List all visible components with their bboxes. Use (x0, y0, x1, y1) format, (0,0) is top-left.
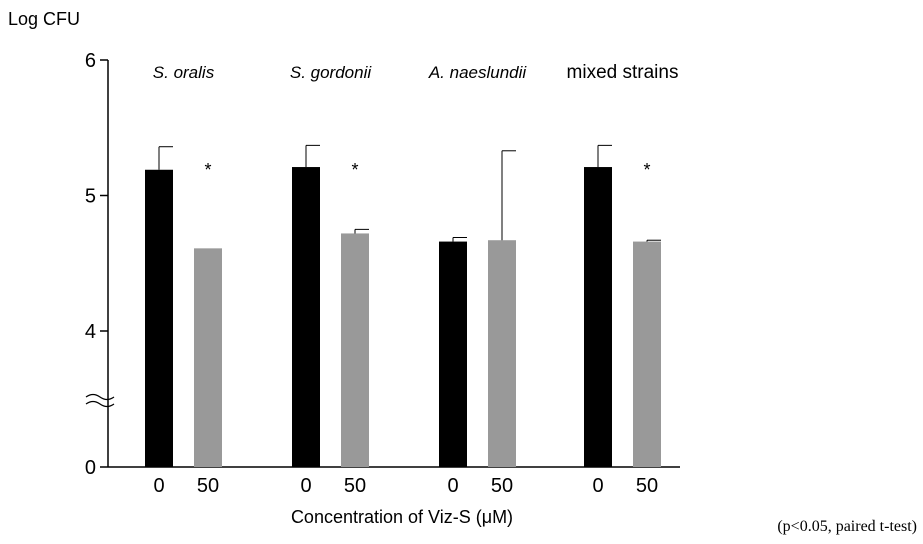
footnote: (p<0.05, paired t-test) (777, 518, 917, 535)
group-labels: S. oralis S. gordonii A. naeslundii mixed s… (153, 62, 679, 83)
significance-asterisk: * (643, 160, 650, 180)
x-tick-label: 50 (491, 475, 513, 497)
significance-asterisk: * (204, 160, 211, 180)
bar (145, 169, 173, 467)
bar (488, 240, 516, 467)
axis-break-symbol (85, 393, 115, 408)
x-tick-label: 0 (447, 475, 458, 497)
significance-asterisk: * (351, 160, 358, 180)
x-tick-label: 50 (197, 475, 219, 497)
significance-markers: * * * (204, 160, 650, 180)
bar (439, 241, 467, 467)
bar (584, 167, 612, 468)
x-tick-label: 50 (636, 475, 658, 497)
bar (633, 241, 661, 467)
y-tick-label: 5 (85, 186, 96, 208)
x-tick-labels: 0 50 0 50 0 50 0 50 (153, 475, 658, 497)
group-label: S. oralis (153, 63, 215, 82)
y-tick-label: 0 (85, 457, 96, 479)
group-label: mixed strains (567, 62, 679, 83)
bar (341, 233, 369, 467)
bar (194, 248, 222, 467)
x-tick-label: 50 (344, 475, 366, 497)
x-tick-label: 0 (300, 475, 311, 497)
y-tick-label: 6 (85, 50, 96, 72)
x-tick-label: 0 (153, 475, 164, 497)
bars-layer (145, 144, 661, 468)
y-axis-ticks: 0 4 5 6 (85, 50, 108, 479)
y-tick-label: 4 (85, 321, 96, 343)
group-label: S. gordonii (290, 63, 372, 82)
group-label: A. naeslundii (428, 63, 528, 82)
bar (292, 167, 320, 468)
x-tick-label: 0 (592, 475, 603, 497)
y-axis-label: Log CFU (8, 9, 80, 29)
x-axis-label: Concentration of Viz-S (μM) (291, 507, 513, 527)
